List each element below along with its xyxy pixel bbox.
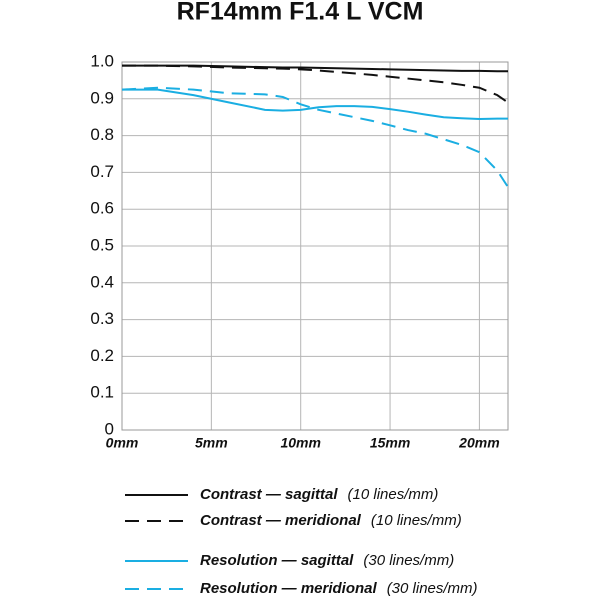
y-tick-label: 0.8 xyxy=(90,125,114,144)
legend-entry: Contrast — sagittal (10 lines/mm) xyxy=(200,486,438,503)
y-tick-label: 0.3 xyxy=(90,309,114,328)
legend-frequency: (30 lines/mm) xyxy=(387,580,478,597)
legend-entry: Resolution — meridional (30 lines/mm) xyxy=(200,580,478,597)
y-tick-label: 1.0 xyxy=(90,51,114,70)
legend-frequency: (30 lines/mm) xyxy=(363,552,454,569)
legend-frequency: (10 lines/mm) xyxy=(348,486,439,503)
y-tick-label: 0.6 xyxy=(90,199,114,218)
y-tick-label: 0.4 xyxy=(90,272,114,291)
legend-entry: Contrast — meridional (10 lines/mm) xyxy=(200,512,462,529)
y-tick-label: 0.7 xyxy=(90,162,114,181)
legend-frequency: (10 lines/mm) xyxy=(371,512,462,529)
y-tick-label: 0.5 xyxy=(90,235,114,254)
legend-name: Resolution — meridional xyxy=(200,580,378,597)
y-tick-label: 0 xyxy=(105,419,114,438)
x-tick-label: 0mm xyxy=(106,435,139,451)
legend-name: Resolution — sagittal xyxy=(200,552,354,569)
x-tick-label: 15mm xyxy=(370,435,410,451)
y-tick-label: 0.1 xyxy=(90,383,114,402)
series-line xyxy=(122,88,508,121)
legend-name: Contrast — meridional xyxy=(200,512,362,529)
x-tick-label: 5mm xyxy=(195,435,228,451)
series-line xyxy=(122,64,509,104)
series-line xyxy=(122,64,508,73)
x-tick-label: 20mm xyxy=(458,435,499,451)
legend-name: Contrast — sagittal xyxy=(200,486,338,503)
plot-frame xyxy=(121,61,509,431)
y-tick-label: 0.9 xyxy=(90,88,114,107)
y-tick-label: 0.2 xyxy=(90,346,114,365)
x-tick-label: 10mm xyxy=(280,435,320,451)
legend-entry: Resolution — sagittal (30 lines/mm) xyxy=(200,552,454,569)
chart-title: RF14mm F1.4 L VCM xyxy=(177,0,424,26)
